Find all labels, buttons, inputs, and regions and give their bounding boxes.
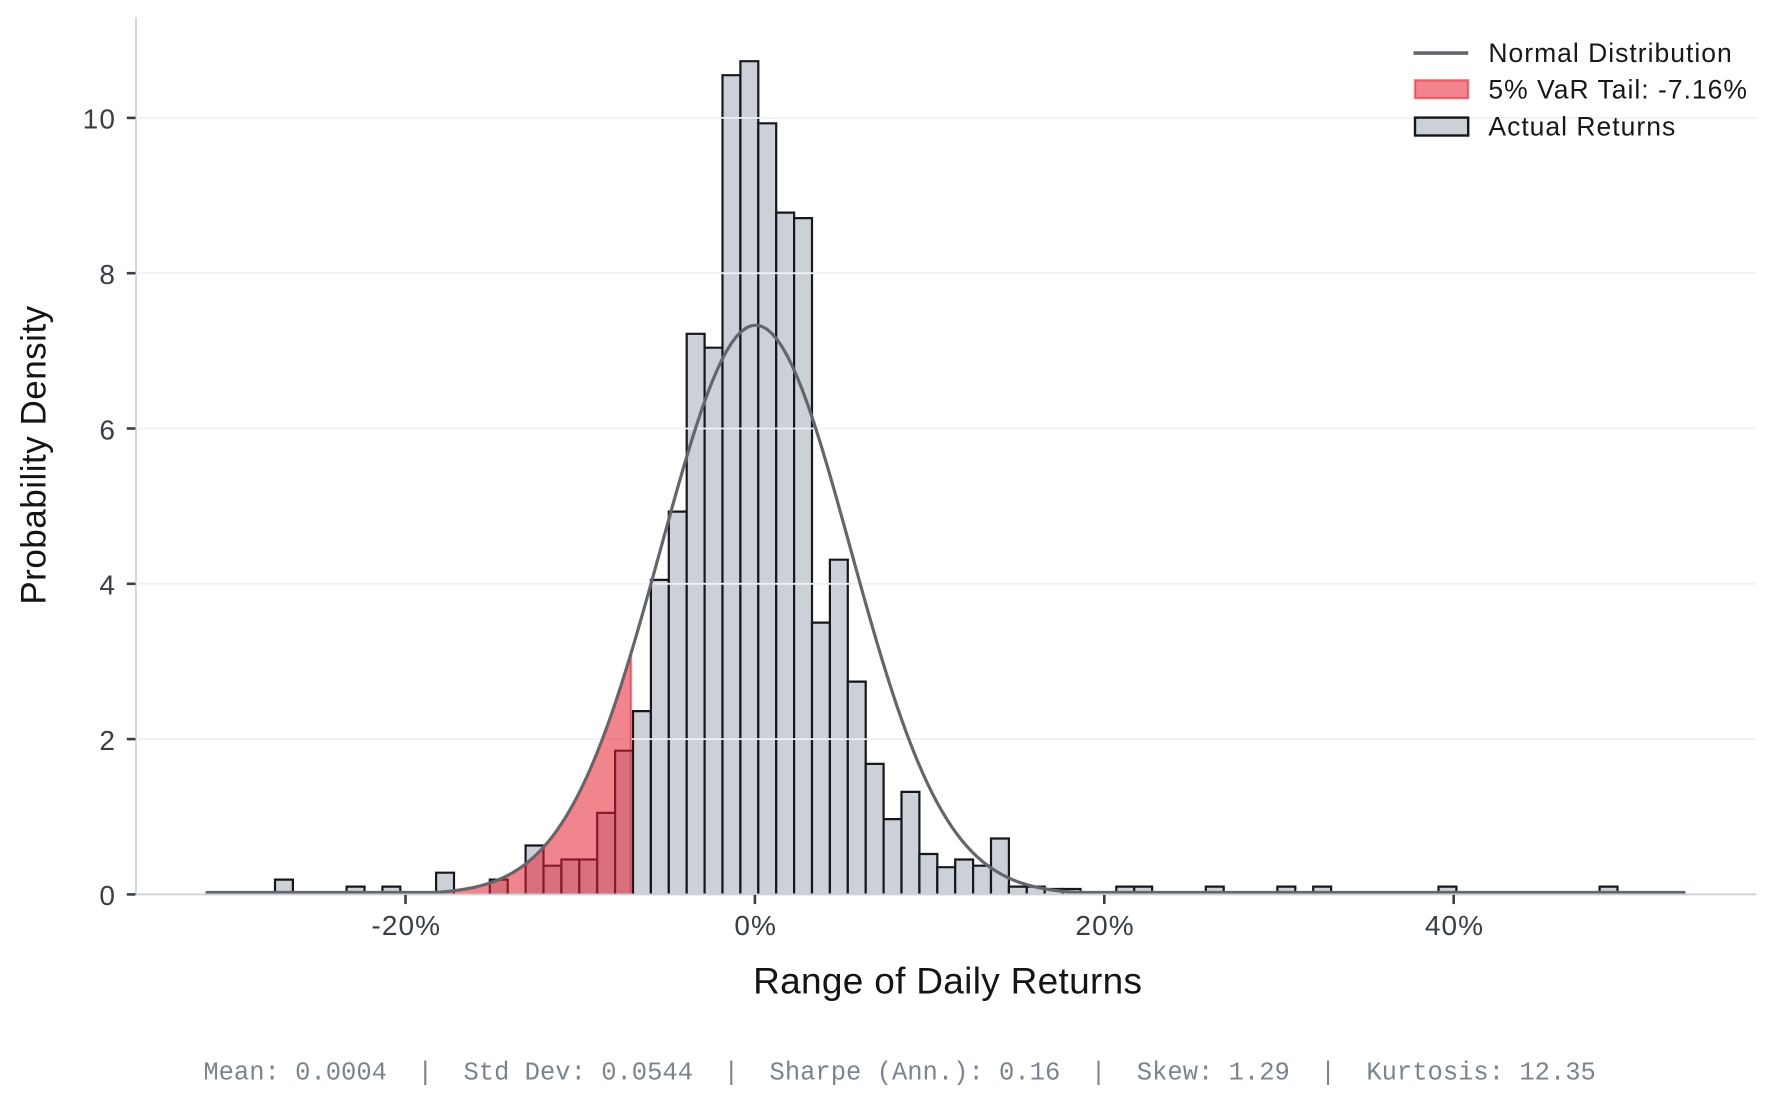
svg-text:20%: 20% xyxy=(1075,910,1134,941)
svg-text:8: 8 xyxy=(99,259,116,290)
svg-text:4: 4 xyxy=(99,570,116,601)
svg-text:Mean: 0.0004 | Std Dev: 0.05: Mean: 0.0004 | Std Dev: 0.0544 | Sharpe … xyxy=(203,1059,1596,1088)
svg-text:Probability Density: Probability Density xyxy=(14,305,53,604)
svg-text:0: 0 xyxy=(99,880,116,911)
svg-text:40%: 40% xyxy=(1425,910,1484,941)
svg-text:2: 2 xyxy=(99,725,116,756)
svg-text:0%: 0% xyxy=(734,910,777,941)
svg-text:Actual Returns: Actual Returns xyxy=(1488,112,1676,142)
svg-text:5% VaR Tail: -7.16%: 5% VaR Tail: -7.16% xyxy=(1488,75,1748,105)
svg-text:10: 10 xyxy=(83,104,116,135)
svg-text:Range of Daily Returns: Range of Daily Returns xyxy=(753,961,1142,1002)
svg-text:6: 6 xyxy=(99,414,116,445)
svg-text:Normal Distribution: Normal Distribution xyxy=(1488,38,1732,68)
svg-text:-20%: -20% xyxy=(371,910,441,941)
